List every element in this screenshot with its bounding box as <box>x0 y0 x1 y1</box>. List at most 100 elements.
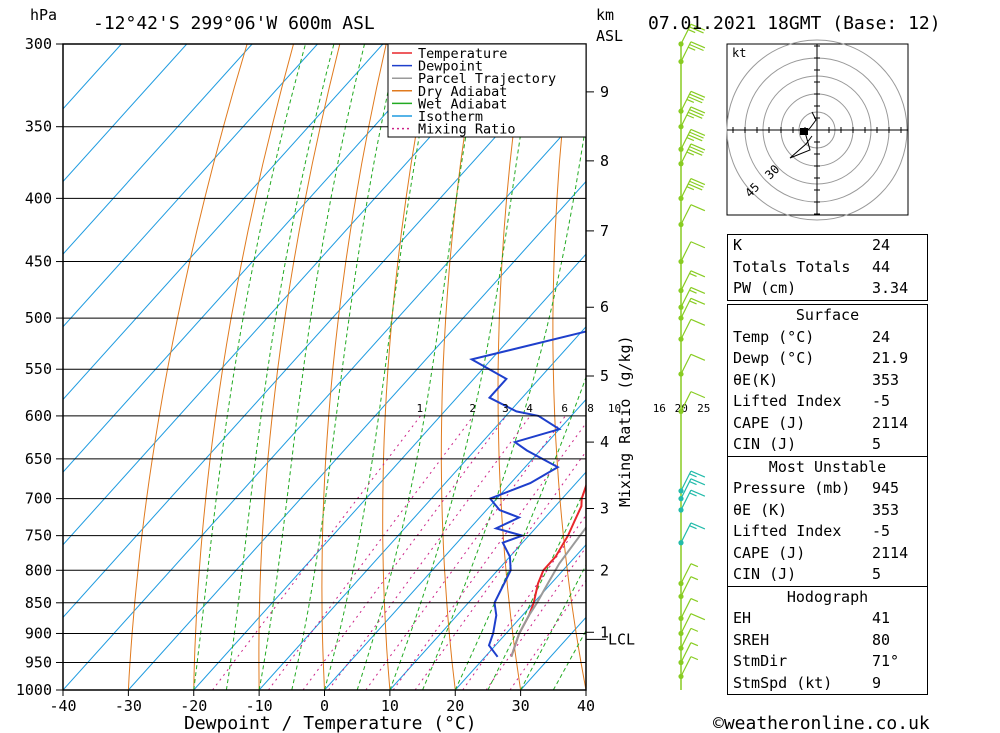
hodograph-trace <box>789 111 817 159</box>
wind-barb-flag <box>689 43 704 52</box>
wind-barb-staff <box>680 628 692 649</box>
surface-title: Surface <box>795 306 860 324</box>
mixing-ratio-label: 1 <box>416 402 423 415</box>
dewpoint-line <box>469 330 586 658</box>
wind-barb-staff <box>680 298 692 319</box>
copyright-footer: ©weatheronline.co.uk <box>713 713 930 733</box>
surface-table: Surface Temp (°C) 24 Dewp (°C) 21.9 θE(K) 3… <box>727 304 928 695</box>
wind-barb-dot <box>678 630 684 637</box>
wind-barb-flag <box>690 613 706 621</box>
wind-barb-staff <box>680 23 692 45</box>
temperature-tick-label: 10 <box>381 697 399 715</box>
wind-barb-half-flag <box>689 480 697 486</box>
temperature-tick-label: 0 <box>320 697 329 715</box>
legend-label: Wet Adiabat <box>418 96 507 112</box>
dry-adiabat-line <box>658 44 717 690</box>
wind-barb-half-flag <box>686 151 695 156</box>
surface-row: θE(K) 353 <box>733 370 900 389</box>
dry-adiabat-line <box>552 44 586 690</box>
sounding-series <box>469 330 586 658</box>
wind-barb-staff <box>680 91 692 112</box>
mixing-ratio-label: 10 <box>608 402 621 415</box>
mixing-ratio-axis-title: Mixing Ratio (g/kg) <box>616 335 634 507</box>
wind-barb-flag <box>690 353 706 361</box>
temperature-tick-label: 40 <box>577 697 595 715</box>
wind-barb-flag <box>687 148 703 156</box>
height-tick-label: 9 <box>600 83 609 101</box>
wind-barb-flag <box>687 134 703 142</box>
wind-profile <box>678 23 706 690</box>
isotherm-line <box>63 44 384 401</box>
pressure-tick-label: 800 <box>25 561 52 579</box>
wind-barb-half-flag <box>686 186 695 191</box>
isotherm-line <box>63 44 253 255</box>
wind-barb-half-flag <box>690 576 699 581</box>
pressure-tick-label: 550 <box>25 360 52 378</box>
location-title: -12°42'S 299°06'W 600m ASL <box>93 13 375 34</box>
isotherm-line <box>63 44 122 110</box>
wind-barb-staff <box>680 656 692 677</box>
isotherm-line <box>63 44 318 328</box>
pressure-tick-label: 400 <box>25 189 52 207</box>
isotherm-line <box>389 471 586 690</box>
pressure-tick-label: 300 <box>25 35 52 53</box>
plot-border <box>62 43 587 691</box>
wind-barb-flag <box>690 297 706 305</box>
most-unstable-title: Most Unstable <box>728 455 927 479</box>
wind-barb-staff <box>680 106 692 127</box>
axis-labels: 1234681016202530035040045050055060065070… <box>16 35 710 715</box>
pressure-tick-label: 700 <box>25 490 52 508</box>
mixing-ratio-line <box>267 415 474 690</box>
temperature-line <box>510 483 586 658</box>
isotherm-line <box>63 44 580 619</box>
wind-barb-flag <box>689 26 704 34</box>
wind-barb-staff <box>680 143 692 164</box>
isotherm-line <box>63 108 586 690</box>
wind-barb-half-flag <box>689 272 697 278</box>
wind-barb-half-flag <box>690 656 699 661</box>
hodograph-row: StmDir 71° <box>733 652 900 670</box>
datetime-title: 07.01.2021 18GMT (Base: 12) <box>648 13 941 34</box>
hodograph-unit-label: kt <box>732 46 746 60</box>
wind-barb-flag <box>689 180 704 188</box>
wind-barb-half-flag <box>686 114 695 119</box>
wind-barb-staff <box>680 576 692 597</box>
pressure-tick-label: 950 <box>25 653 52 671</box>
mixing-ratio-label: 6 <box>561 402 568 415</box>
wind-barb-flag <box>690 41 706 49</box>
most-unstable-row: θE (K) 353 <box>733 500 900 519</box>
most-unstable-row: Lifted Index -5 <box>733 522 891 540</box>
wind-barb-flag <box>690 143 706 151</box>
height-tick-label: 8 <box>600 152 609 170</box>
wind-barb-staff <box>680 391 692 412</box>
wind-barb-staff <box>680 522 692 544</box>
wind-barb-flag <box>689 146 704 154</box>
hodograph-row: EH 41 <box>733 609 891 627</box>
mixing-ratio-label: 25 <box>697 402 710 415</box>
index-row-k: K 24 <box>733 236 891 254</box>
dry-adiabat-line <box>382 44 433 690</box>
wind-barb-flag <box>690 489 706 497</box>
wind-barb-half-flag <box>690 563 699 568</box>
dry-adiabat-line <box>497 44 526 690</box>
x-axis-title: Dewpoint / Temperature (°C) <box>184 713 477 733</box>
wind-barb-flag <box>690 204 706 212</box>
plot-frame <box>56 43 606 696</box>
wind-barb-staff <box>680 270 692 291</box>
pressure-tick-label: 500 <box>25 309 52 327</box>
wet-adiabat-line <box>454 375 586 690</box>
temperature-tick-label: -10 <box>246 697 273 715</box>
pressure-tick-label: 1000 <box>16 681 52 699</box>
wind-barb-flag <box>690 522 706 530</box>
surface-row: CAPE (J) 2114 <box>733 413 909 432</box>
wind-barb-flag <box>690 23 706 31</box>
dry-adiabat-line <box>989 44 1000 690</box>
most-unstable-row: CIN (J) 5 <box>733 565 882 583</box>
wind-barb-staff <box>680 613 692 634</box>
temperature-tick-label: -40 <box>49 697 76 715</box>
mixing-ratio-line <box>365 415 566 690</box>
wind-barb-flag <box>690 478 706 486</box>
index-row-totals: Totals Totals 44 <box>733 257 891 276</box>
wind-barb-half-flag <box>689 289 697 294</box>
isotherm-line <box>128 180 586 690</box>
